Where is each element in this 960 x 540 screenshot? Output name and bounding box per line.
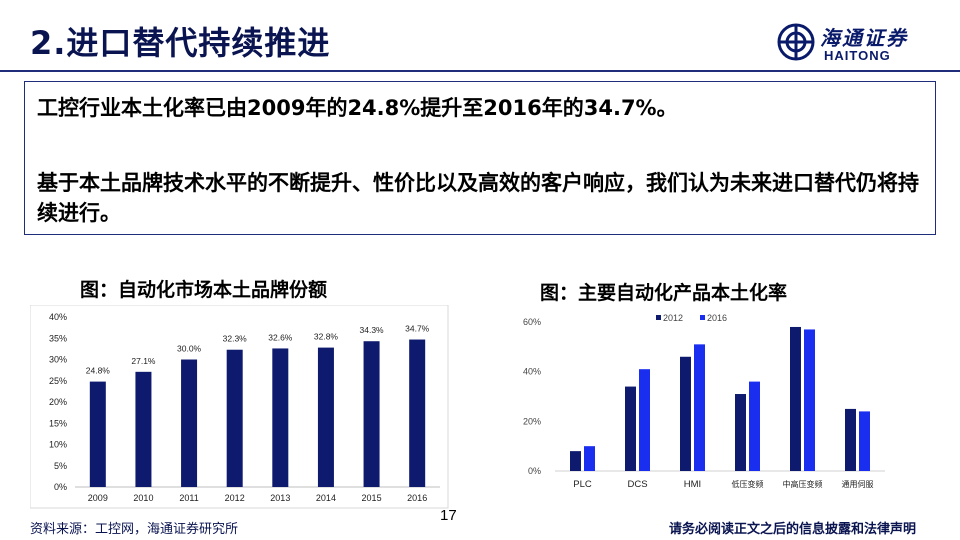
logo-chinese-text: 海通证券 bbox=[820, 26, 908, 50]
x-tick-label: 2011 bbox=[179, 493, 198, 503]
chart-1-title: 图：自动化市场本土品牌份额 bbox=[80, 279, 328, 301]
summary-paragraph-2: 基于本土品牌技术水平的不断提升、性价比以及高效的客户响应，我们认为未来进口替代仍… bbox=[37, 171, 919, 225]
bar bbox=[790, 326, 801, 471]
bar bbox=[89, 381, 106, 487]
bar bbox=[226, 349, 243, 487]
chart-local-brand-share: 0% 5% 10% 15% 20% 25% 30% 35% 40% 24.8% 2009 27.1% 2… bbox=[30, 305, 449, 509]
bar bbox=[694, 344, 705, 471]
data-label: 27.1% bbox=[131, 356, 156, 366]
bar bbox=[135, 371, 152, 487]
y-tick-label: 30% bbox=[49, 355, 67, 365]
x-tick-label: 2013 bbox=[270, 493, 290, 503]
legend-swatch bbox=[656, 315, 661, 320]
y-tick-label: 40% bbox=[49, 312, 67, 322]
data-label: 32.3% bbox=[223, 334, 248, 344]
y-tick-label: 5% bbox=[54, 461, 67, 471]
chart-2-title: 图：主要自动化产品本土化率 bbox=[540, 282, 788, 304]
data-label: 24.8% bbox=[86, 366, 111, 376]
x-tick-label: 2009 bbox=[88, 493, 108, 503]
data-label: 34.7% bbox=[405, 324, 430, 334]
bar bbox=[749, 381, 760, 471]
data-label: 32.8% bbox=[314, 332, 339, 342]
x-tick-label: 2016 bbox=[407, 493, 427, 503]
disclaimer: 请务必阅读正文之后的信息披露和法律声明 bbox=[668, 522, 916, 537]
page-number: 17 bbox=[440, 507, 457, 524]
x-tick-label: 低压变频 bbox=[732, 479, 764, 489]
data-label: 32.6% bbox=[268, 332, 293, 342]
legend-label: 2012 bbox=[663, 313, 683, 323]
y-tick-label: 35% bbox=[49, 333, 67, 343]
x-tick-label: 2014 bbox=[316, 493, 336, 503]
haitong-logo-icon bbox=[777, 23, 815, 61]
bar bbox=[680, 356, 691, 471]
bar bbox=[735, 394, 746, 471]
y-tick-label: 25% bbox=[49, 376, 67, 386]
bar bbox=[570, 451, 581, 471]
logo-english-text: HAITONG bbox=[824, 48, 891, 63]
x-tick-label: 中高压变频 bbox=[783, 479, 823, 489]
bar bbox=[584, 446, 595, 471]
x-tick-label: 2012 bbox=[225, 493, 245, 503]
summary-box: 工控行业本土化率已由2009年的24.8%提升至2016年的34.7%。 基于本… bbox=[24, 81, 936, 235]
y-tick-label: 20% bbox=[523, 416, 541, 426]
bar bbox=[363, 341, 380, 487]
bar bbox=[804, 329, 815, 471]
bar bbox=[317, 347, 334, 487]
x-tick-label: HMI bbox=[684, 479, 701, 490]
bar bbox=[845, 408, 856, 471]
bar bbox=[181, 359, 198, 487]
y-tick-label: 0% bbox=[528, 466, 541, 476]
x-tick-label: PLC bbox=[573, 479, 592, 490]
source-note: 资料来源：工控网，海通证券研究所 bbox=[30, 522, 239, 537]
x-tick-label: 2015 bbox=[362, 493, 382, 503]
y-tick-label: 60% bbox=[523, 317, 541, 327]
x-tick-label: 2010 bbox=[133, 493, 153, 503]
bar bbox=[625, 386, 636, 471]
y-tick-label: 40% bbox=[523, 367, 541, 377]
bar bbox=[409, 339, 426, 487]
y-tick-label: 15% bbox=[49, 418, 67, 428]
chart-product-localization: 0% 20% 40% 60% 2012 2016 PLC DCS HMI 低压变频 中高压变频 通用伺… bbox=[523, 313, 885, 490]
x-tick-label: 通用伺服 bbox=[842, 479, 874, 489]
x-tick-label: DCS bbox=[627, 479, 647, 490]
legend-label: 2016 bbox=[707, 313, 727, 323]
company-logo: 海通证券 HAITONG bbox=[776, 20, 926, 68]
data-label: 34.3% bbox=[360, 325, 385, 335]
summary-paragraph-1: 工控行业本土化率已由2009年的24.8%提升至2016年的34.7%。 bbox=[37, 96, 678, 120]
y-tick-label: 10% bbox=[49, 440, 67, 450]
bar bbox=[272, 348, 289, 487]
slide-title: 2.进口替代持续推进 bbox=[30, 24, 331, 62]
y-tick-label: 20% bbox=[49, 397, 67, 407]
data-label: 30.0% bbox=[177, 344, 202, 354]
y-tick-label: 0% bbox=[54, 482, 67, 492]
bar bbox=[639, 369, 650, 471]
legend-swatch bbox=[700, 315, 705, 320]
chart-1-frame bbox=[30, 305, 449, 509]
bar bbox=[859, 411, 870, 471]
title-divider bbox=[0, 70, 960, 72]
